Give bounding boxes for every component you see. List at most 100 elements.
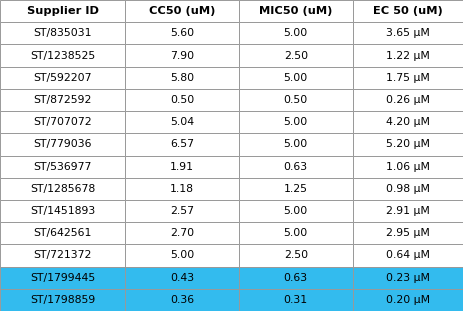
Bar [0, 133, 125, 156]
Bar [352, 67, 463, 89]
Text: 0.50: 0.50 [169, 95, 194, 105]
Text: ST/1799445: ST/1799445 [30, 273, 95, 283]
Bar [0, 44, 125, 67]
Text: 0.98 μM: 0.98 μM [386, 184, 429, 194]
Text: 0.26 μM: 0.26 μM [386, 95, 429, 105]
Bar [0, 244, 125, 267]
Text: 5.00: 5.00 [283, 206, 307, 216]
Bar [125, 44, 238, 67]
Text: 0.23 μM: 0.23 μM [386, 273, 429, 283]
Bar [0, 156, 125, 178]
Text: 5.00: 5.00 [283, 73, 307, 83]
Bar [238, 200, 352, 222]
Bar [125, 178, 238, 200]
Bar [0, 267, 125, 289]
Text: CC50 (uM): CC50 (uM) [149, 6, 215, 16]
Bar [125, 267, 238, 289]
Bar [352, 22, 463, 44]
Text: 0.43: 0.43 [170, 273, 194, 283]
Text: ST/642561: ST/642561 [33, 228, 92, 238]
Text: 2.95 μM: 2.95 μM [386, 228, 429, 238]
Text: ST/1451893: ST/1451893 [30, 206, 95, 216]
Text: 0.36: 0.36 [170, 295, 194, 305]
Text: 5.00: 5.00 [283, 228, 307, 238]
Text: 2.70: 2.70 [170, 228, 194, 238]
Bar [238, 111, 352, 133]
Text: 7.90: 7.90 [170, 50, 194, 61]
Bar [125, 200, 238, 222]
Bar [238, 22, 352, 44]
Text: 5.00: 5.00 [169, 250, 194, 261]
Bar [0, 200, 125, 222]
Bar [0, 0, 125, 22]
Text: ST/872592: ST/872592 [33, 95, 92, 105]
Bar [0, 89, 125, 111]
Text: 5.00: 5.00 [283, 28, 307, 38]
Text: 2.91 μM: 2.91 μM [386, 206, 429, 216]
Bar [125, 133, 238, 156]
Text: 1.25: 1.25 [283, 184, 307, 194]
Text: 0.64 μM: 0.64 μM [386, 250, 429, 261]
Text: ST/835031: ST/835031 [33, 28, 92, 38]
Text: 2.50: 2.50 [283, 50, 307, 61]
Bar [352, 200, 463, 222]
Text: 4.20 μM: 4.20 μM [386, 117, 429, 127]
Text: 0.63: 0.63 [283, 273, 307, 283]
Text: 5.00: 5.00 [283, 117, 307, 127]
Text: 1.22 μM: 1.22 μM [386, 50, 429, 61]
Bar [238, 244, 352, 267]
Bar [238, 222, 352, 244]
Bar [125, 67, 238, 89]
Text: ST/536977: ST/536977 [33, 162, 92, 172]
Text: 2.57: 2.57 [170, 206, 194, 216]
Bar [352, 267, 463, 289]
Bar [125, 22, 238, 44]
Text: ST/592207: ST/592207 [33, 73, 92, 83]
Text: 0.63: 0.63 [283, 162, 307, 172]
Text: 0.20 μM: 0.20 μM [385, 295, 430, 305]
Text: ST/707072: ST/707072 [33, 117, 92, 127]
Bar [238, 133, 352, 156]
Bar [0, 111, 125, 133]
Text: 1.06 μM: 1.06 μM [386, 162, 429, 172]
Bar [352, 156, 463, 178]
Bar [0, 22, 125, 44]
Text: ST/1798859: ST/1798859 [30, 295, 95, 305]
Bar [352, 289, 463, 311]
Bar [0, 222, 125, 244]
Bar [352, 111, 463, 133]
Bar [352, 133, 463, 156]
Text: ST/1238525: ST/1238525 [30, 50, 95, 61]
Text: ST/721372: ST/721372 [33, 250, 92, 261]
Text: 5.00: 5.00 [283, 139, 307, 149]
Text: 0.31: 0.31 [283, 295, 307, 305]
Text: 1.18: 1.18 [170, 184, 194, 194]
Bar [238, 0, 352, 22]
Text: 2.50: 2.50 [283, 250, 307, 261]
Bar [238, 89, 352, 111]
Text: 0.50: 0.50 [283, 95, 307, 105]
Bar [125, 111, 238, 133]
Text: 5.80: 5.80 [170, 73, 194, 83]
Text: 1.91: 1.91 [170, 162, 194, 172]
Bar [352, 44, 463, 67]
Bar [125, 244, 238, 267]
Text: ST/1285678: ST/1285678 [30, 184, 95, 194]
Text: 5.04: 5.04 [170, 117, 194, 127]
Text: MIC50 (uM): MIC50 (uM) [258, 6, 332, 16]
Text: 3.65 μM: 3.65 μM [386, 28, 429, 38]
Bar [352, 89, 463, 111]
Bar [0, 289, 125, 311]
Text: 5.60: 5.60 [170, 28, 194, 38]
Bar [352, 244, 463, 267]
Text: ST/779036: ST/779036 [33, 139, 92, 149]
Bar [0, 178, 125, 200]
Bar [125, 289, 238, 311]
Bar [352, 178, 463, 200]
Bar [238, 267, 352, 289]
Bar [238, 44, 352, 67]
Text: 6.57: 6.57 [170, 139, 194, 149]
Text: EC 50 (uM): EC 50 (uM) [373, 6, 442, 16]
Text: 1.75 μM: 1.75 μM [386, 73, 429, 83]
Bar [238, 289, 352, 311]
